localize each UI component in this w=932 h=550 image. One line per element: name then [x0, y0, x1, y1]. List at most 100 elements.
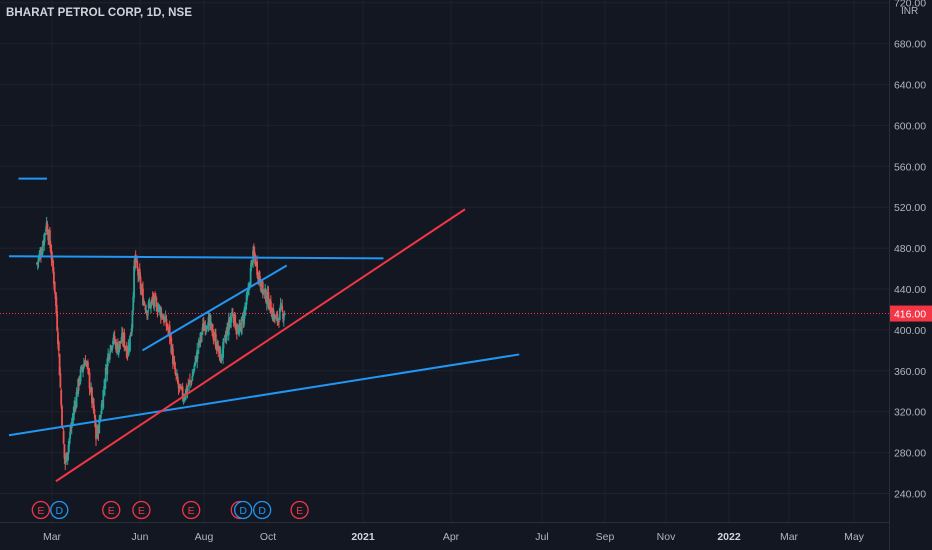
candle-body	[189, 379, 191, 381]
earnings-marker-circle	[290, 500, 309, 520]
price-tick-label: 400.00	[894, 325, 926, 337]
candle-body	[108, 354, 111, 360]
earnings-marker-label: E	[138, 505, 145, 517]
candle-body	[98, 418, 101, 434]
candle-body	[63, 444, 66, 459]
candle-body	[135, 259, 138, 261]
candle-body	[180, 387, 182, 389]
time-tick-label: Nov	[657, 531, 676, 543]
candle-body	[160, 312, 163, 318]
candle-body	[231, 312, 233, 316]
candle-body	[133, 266, 135, 298]
blue-trend-line[interactable]	[8, 353, 520, 437]
price-tick-label: 640.00	[894, 80, 926, 92]
earnings-marker[interactable]: E	[182, 500, 201, 520]
candle-body	[274, 314, 276, 319]
earnings-marker-circle	[31, 500, 50, 520]
candle-body	[265, 301, 268, 304]
earnings-marker-label: E	[108, 505, 115, 517]
event-markers[interactable]: EDEEEEDDE	[31, 500, 309, 520]
earnings-marker[interactable]: E	[31, 500, 50, 520]
candle-body	[165, 318, 168, 327]
candle-body	[69, 431, 72, 439]
candle-body	[93, 409, 96, 415]
candle-body	[131, 310, 134, 329]
earnings-marker[interactable]: E	[290, 500, 309, 520]
symbol-title[interactable]: BHARAT PETROL CORP, 1D, NSE	[6, 7, 193, 19]
dividend-marker[interactable]: D	[50, 500, 69, 520]
candle-body	[61, 406, 63, 426]
candle-body	[100, 403, 103, 414]
price-tick-label: 440.00	[894, 284, 926, 296]
candle-body	[174, 368, 177, 374]
candle-body	[120, 342, 123, 344]
candle-body	[62, 430, 65, 444]
candle-body	[123, 332, 126, 348]
candle-body	[119, 340, 122, 344]
candle-body	[104, 368, 107, 383]
candle-body	[130, 328, 133, 336]
candle-body	[75, 392, 78, 408]
candle-body	[53, 281, 56, 292]
candle-body	[39, 251, 42, 256]
candle-body	[48, 230, 51, 245]
candle-body	[281, 305, 284, 310]
time-tick-label: Jun	[132, 531, 149, 543]
candle-body	[192, 373, 195, 376]
dividend-marker[interactable]: D	[233, 500, 253, 520]
price-tick-label: 360.00	[894, 366, 926, 378]
candle-body	[204, 325, 207, 331]
price-tick-label: 600.00	[894, 120, 926, 132]
candle-body	[113, 336, 116, 343]
time-tick-label: Oct	[260, 531, 276, 543]
trend-lines[interactable]	[8, 177, 520, 483]
earnings-marker[interactable]: E	[102, 500, 121, 520]
blue-trend-line[interactable]	[142, 264, 288, 352]
candle-body	[155, 298, 157, 301]
candle-body	[92, 398, 95, 411]
candle-body	[268, 306, 271, 310]
candle-body	[106, 358, 109, 375]
candle-body	[223, 335, 226, 337]
candle-body	[132, 296, 135, 311]
candle-body	[230, 316, 233, 323]
candle-body	[57, 341, 60, 352]
candle-body	[40, 254, 43, 257]
candle-body	[256, 261, 259, 275]
candle-body	[241, 316, 244, 318]
candle-body	[172, 348, 174, 365]
candle-body	[173, 361, 176, 367]
candle-body	[283, 313, 286, 315]
candle-body	[231, 313, 234, 316]
candle-body	[145, 309, 148, 313]
candle-body	[68, 438, 71, 446]
currency-label: INR	[901, 6, 919, 17]
candle-body	[87, 368, 90, 374]
blue-trend-line[interactable]	[8, 255, 384, 260]
candle-body	[176, 376, 179, 383]
candle-body	[236, 330, 239, 332]
candle-body	[155, 302, 158, 312]
earnings-marker-circle	[182, 500, 201, 520]
earnings-marker[interactable]: E	[132, 500, 151, 520]
candle-body	[140, 290, 143, 292]
red-trend-line[interactable]	[55, 208, 466, 483]
candle-body	[239, 322, 242, 326]
dividend-marker[interactable]: D	[252, 500, 272, 520]
candle-body	[50, 250, 53, 260]
candle-body	[41, 245, 44, 254]
candle-body	[170, 337, 173, 353]
time-tick-label: Aug	[195, 531, 214, 543]
grid	[0, 0, 889, 522]
current-price-value: 416.00	[894, 309, 926, 321]
price-axis[interactable]: 240.00 280.00 320.00 360.00 400.00 440.00 480.…	[889, 0, 932, 550]
candle-body	[176, 375, 178, 377]
earnings-marker-circle	[132, 500, 151, 520]
candle-body	[51, 257, 54, 259]
candle-body	[197, 350, 199, 353]
time-tick-label: Apr	[443, 531, 460, 543]
time-axis[interactable]: Mar Jun Aug Oct 2021 Apr Jul Sep Nov 2022 Mar May	[0, 522, 889, 544]
candle-body	[240, 317, 243, 334]
